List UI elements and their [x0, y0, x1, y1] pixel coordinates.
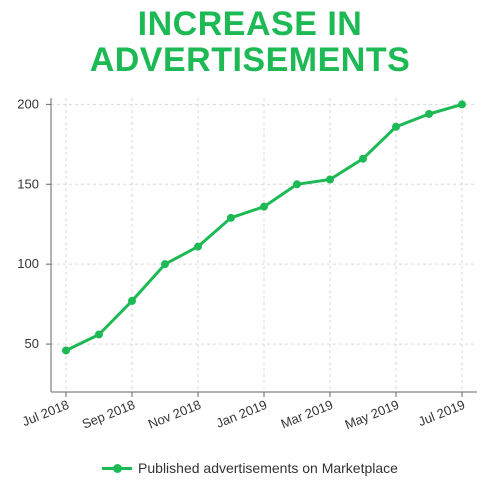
x-tick-label: Mar 2019 [279, 397, 336, 431]
data-point [392, 122, 400, 131]
x-tick-label: Nov 2018 [146, 397, 203, 432]
data-point [293, 180, 301, 189]
axis-layer [46, 98, 477, 397]
data-point [425, 109, 433, 118]
data-point [128, 296, 136, 305]
legend: Published advertisements on Marketplace [0, 460, 500, 476]
x-tick-label: Jul 2018 [20, 397, 71, 429]
x-tick-label: May 2019 [343, 397, 402, 432]
y-tick-label: 200 [17, 96, 39, 111]
y-tick-label: 150 [17, 176, 39, 191]
data-point [227, 213, 235, 222]
grid-layer [51, 98, 477, 392]
data-point [62, 346, 70, 355]
data-point [260, 202, 268, 211]
data-point [194, 242, 202, 251]
legend-line-marker-icon [102, 462, 133, 474]
y-tick-label: 50 [25, 336, 39, 351]
data-point [95, 330, 103, 339]
data-point [359, 154, 367, 163]
data-point [458, 100, 466, 109]
legend-label: Published advertisements on Marketplace [138, 460, 398, 476]
y-tick-label: 100 [17, 256, 39, 271]
data-point [161, 260, 169, 269]
x-tick-label: Jul 2019 [416, 397, 467, 429]
chart-title-line-1: INCREASE IN [137, 5, 363, 43]
x-tick-label: Jan 2019 [214, 397, 269, 431]
series-layer [62, 100, 466, 355]
chart-title-line-2: ADVERTISEMENTS [89, 41, 411, 79]
chart-title: INCREASE IN ADVERTISEMENTS [0, 6, 500, 78]
x-tick-label: Sep 2018 [80, 397, 137, 432]
data-point [326, 175, 334, 184]
